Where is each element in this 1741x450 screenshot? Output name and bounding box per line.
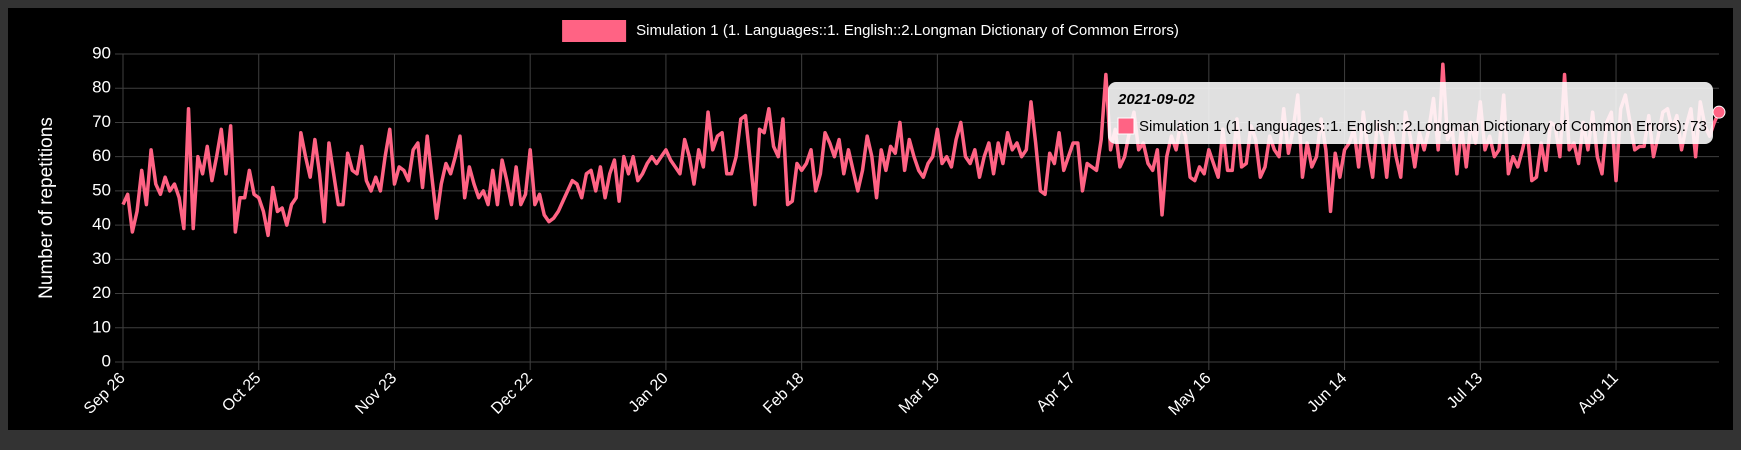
tooltip-title: 2021-09-02 [1117, 91, 1195, 108]
grid [115, 53, 1719, 370]
y-tick-label: 90 [92, 43, 111, 62]
tooltip: 2021-09-02 Simulation 1 (1. Languages::1… [1108, 82, 1713, 144]
tooltip-text: Simulation 1 (1. Languages::1. English::… [1139, 118, 1707, 135]
y-tick-label: 0 [102, 351, 111, 370]
y-tick-label: 10 [92, 317, 111, 336]
y-tick-label: 30 [92, 249, 111, 268]
y-tick-label: 40 [92, 215, 111, 234]
legend-label[interactable]: Simulation 1 (1. Languages::1. English::… [636, 22, 1179, 39]
y-axis-title: Number of repetitions [36, 117, 57, 299]
hovered-point [1712, 105, 1726, 119]
chart-background [8, 8, 1733, 430]
tooltip-swatch [1117, 117, 1135, 135]
tooltip-box [1108, 82, 1713, 144]
legend-swatch[interactable] [562, 20, 627, 42]
y-tick-label: 80 [92, 78, 111, 97]
y-tick-label: 20 [92, 283, 111, 302]
y-tick-label: 60 [92, 146, 111, 165]
y-tick-label: 50 [92, 180, 111, 199]
y-tick-label: 70 [92, 112, 111, 131]
